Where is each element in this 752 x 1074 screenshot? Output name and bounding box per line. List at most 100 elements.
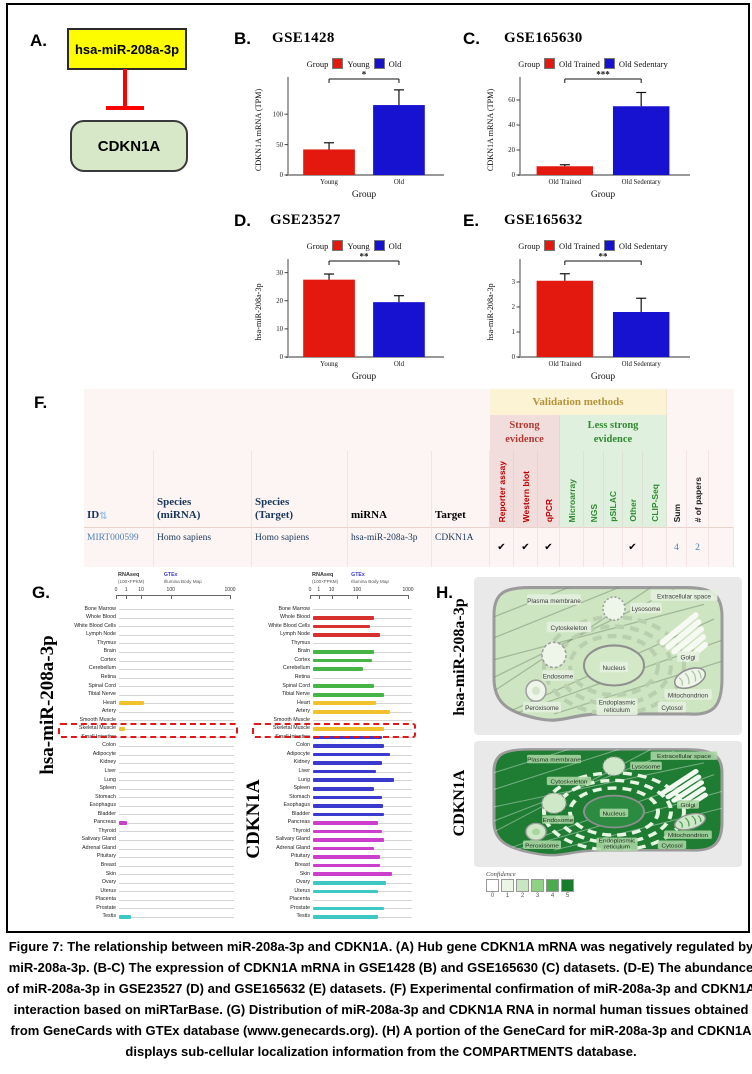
tissue-row: Pancreas [248,819,412,828]
method-col-western-blot: Western blot [514,451,538,527]
tissue-row: Spleen [248,784,412,793]
gtex-link[interactable]: GTEx [163,572,178,578]
chart-title-gse165632: GSE165632 [504,212,583,228]
mitochondrion-shape [673,812,707,831]
svg-text:Cytosol: Cytosol [661,844,682,849]
tissue-row: Thyroid [248,827,412,836]
tissue-row: Esophagus [248,802,412,811]
tissue-row: Heart [54,699,234,708]
table-target-link[interactable]: CDKN1A [432,527,490,567]
svg-text:reticulum: reticulum [604,707,630,714]
svg-text:Lysosome: Lysosome [632,765,662,770]
table-species-mirna: Homo sapiens [154,527,252,567]
confidence-level: 4 [550,893,555,899]
chart-legend-d: Group Young Old [254,240,454,251]
organelle-label-endosome: Endosome [542,670,574,681]
tissue-row: Uterus [248,887,412,896]
method-col-microarray: Microarray [560,451,584,527]
table-sum: 4 [667,527,687,567]
table-id-link[interactable]: MIRT000599 [84,527,154,567]
svg-text:Old Sedentary: Old Sedentary [622,179,662,186]
gtex-subheader: Illumina Body Map [351,579,389,584]
validation-methods-header: Validation methods [490,389,667,415]
svg-text:Extracellular space: Extracellular space [657,593,711,600]
confidence-swatch [516,879,529,892]
tissue-row: Cerebellum [248,665,412,674]
tissue-row: Retina [54,673,234,682]
svg-text:100: 100 [273,111,284,118]
organelle-label-endosome: Endosome [542,815,574,824]
check-clip-seq [643,527,667,567]
mirtarbase-table: Validation methods Strong evidence Less st… [84,389,734,567]
chart-legend-e: Group Old Trained Old Sedentary [478,240,708,251]
organelle-label-plasma_membrane: Plasma membrane [527,754,582,763]
tissue-row: Breast [248,861,412,870]
legend-title: Group [518,240,540,251]
figure-frame: A. hsa-miR-208a-3p CDKN1A B. GSE1428 Gro… [6,3,750,933]
legend-label: Old Sedentary [618,240,668,251]
tissue-row: Colon [54,742,234,751]
lysosome-shape [602,596,626,621]
cell-diagram-mir-label: hsa-miR-208a-3p [451,598,468,716]
confidence-swatch [561,879,574,892]
tissue-expression-chart-cdkn1a: RNAseq (100×FPKM) GTEx Illumina Body Map 0 1 1… [248,571,416,927]
svg-text:Endosome: Endosome [543,674,574,681]
check-ngs [584,527,604,567]
gtex-link[interactable]: GTEx [351,572,365,578]
tissue-row: Liver [248,767,412,776]
svg-text:Endosome: Endosome [543,818,574,823]
sort-icon[interactable]: ⇅ [99,510,108,522]
svg-text:Old Trained: Old Trained [548,361,581,368]
panel-e-label: E. [463,211,480,230]
tissue-row: Bone Marrow [248,605,412,614]
col-header-mirna: miRNA [348,451,432,527]
tissue-row: Smooth Muscle [54,716,234,725]
bar-chart-gse165630: 0 20 40 60 CDKN1A mRNA (TPM) Old Trained Old S… [486,70,690,200]
confidence-swatch [546,879,559,892]
svg-text:Peroxisome: Peroxisome [525,844,560,849]
legend-swatch-red [544,58,555,69]
svg-text:reticulum: reticulum [604,845,630,850]
tissue-row: Prostate [54,904,234,913]
tissue-row: Kidney [248,759,412,768]
tissue-row: Thymus [248,639,412,648]
tissue-row: Cortex [248,656,412,665]
panel-g-label: G. [32,583,50,602]
col-header-id[interactable]: ID ⇅ [84,451,154,527]
svg-text:Young: Young [320,179,338,186]
axis-tick-label: 10 [328,587,335,593]
svg-text:Golgi: Golgi [681,655,696,662]
check-psilac [604,527,623,567]
less-strong-evidence-header: Less strong evidence [560,415,667,451]
axis-tick-label: 1 [317,587,321,593]
organelle-label-cytoskeleton: Cytoskeleton [546,621,592,633]
tissue-row: Placenta [54,896,234,905]
confidence-level: 1 [505,893,510,899]
tissue-row: Skeletal Muscle [248,725,412,734]
axis-tick-label: 1000 [402,587,414,593]
method-col-other: Other [623,451,643,527]
tissue-row: Thymus [54,639,234,648]
axis-tick-label: 1 [124,587,128,593]
svg-text:Young: Young [320,361,338,368]
gtex-subheader: Illumina Body Map [163,579,202,584]
legend-label: Young [347,240,370,251]
tissue-row: Ovary [248,879,412,888]
tissue-row: Testis [248,913,412,922]
tissue-row: Uterus [54,887,234,896]
table-mirna-link[interactable]: hsa-miR-208a-3p [348,527,432,567]
legend-label: Old [388,58,402,69]
organelle-label-nucleus: Nucleus [599,808,629,817]
axis-tick-label: 10 [138,587,144,593]
tissue-row: Kidney [54,759,234,768]
confidence-swatch [501,879,514,892]
tissue-row: Tibial Nerve [54,690,234,699]
organelle-label-lysosome: Lysosome [630,761,662,770]
tissue-row: Breast [54,861,234,870]
tissue-row: Adrenal Gland [248,844,412,853]
method-col-qpcr: qPCR [538,451,560,527]
legend-swatch-red [332,58,344,69]
col-header-species-target: Species (Target) [252,451,348,527]
svg-text:Nucleus: Nucleus [602,665,626,672]
organelle-label-cytoskeleton: Cytoskeleton [546,776,592,785]
